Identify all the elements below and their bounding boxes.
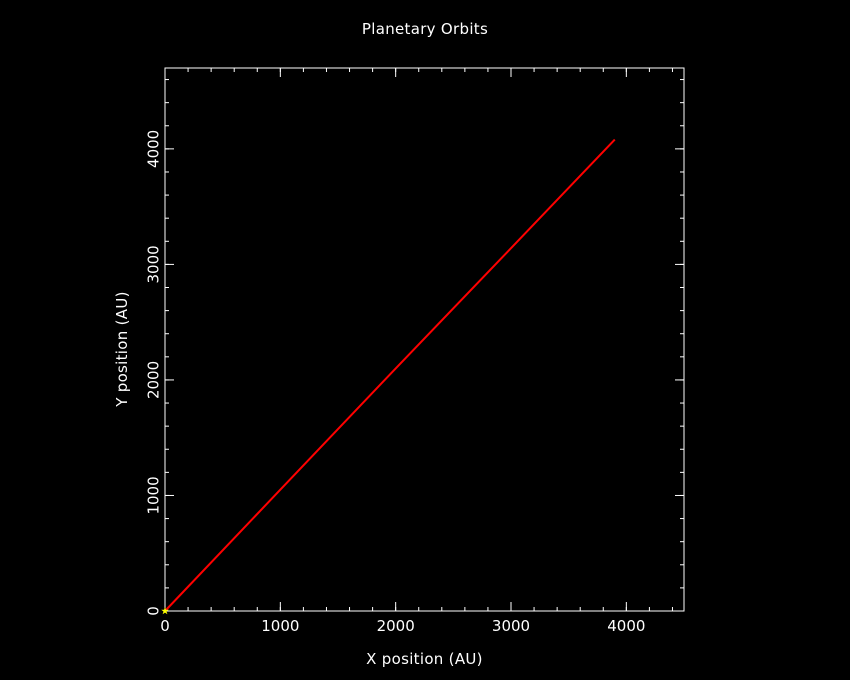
y-tick-label: 0 xyxy=(145,606,163,616)
x-tick-label: 4000 xyxy=(607,617,645,635)
tick-labels: 0 1000 2000 3000 4000 0 1000 2000 3000 4000 xyxy=(145,130,646,635)
data-markers xyxy=(161,607,169,615)
y-tick-label: 3000 xyxy=(145,245,163,283)
x-tick-label: 3000 xyxy=(492,617,530,635)
y-tick-label: 4000 xyxy=(145,130,163,168)
y-tick-label: 2000 xyxy=(145,361,163,399)
x-axis-label: X position (AU) xyxy=(366,650,483,668)
x-tick-label: 1000 xyxy=(261,617,299,635)
y-tick-label: 1000 xyxy=(145,476,163,514)
orbit-line xyxy=(164,138,616,612)
data-series xyxy=(164,138,616,612)
sun-star-marker xyxy=(161,607,169,615)
axis-ticks xyxy=(164,68,684,612)
x-tick-label: 2000 xyxy=(377,617,415,635)
x-tick-label: 0 xyxy=(160,617,170,635)
plot-frame xyxy=(164,67,685,612)
chart-title: Planetary Orbits xyxy=(361,20,489,38)
